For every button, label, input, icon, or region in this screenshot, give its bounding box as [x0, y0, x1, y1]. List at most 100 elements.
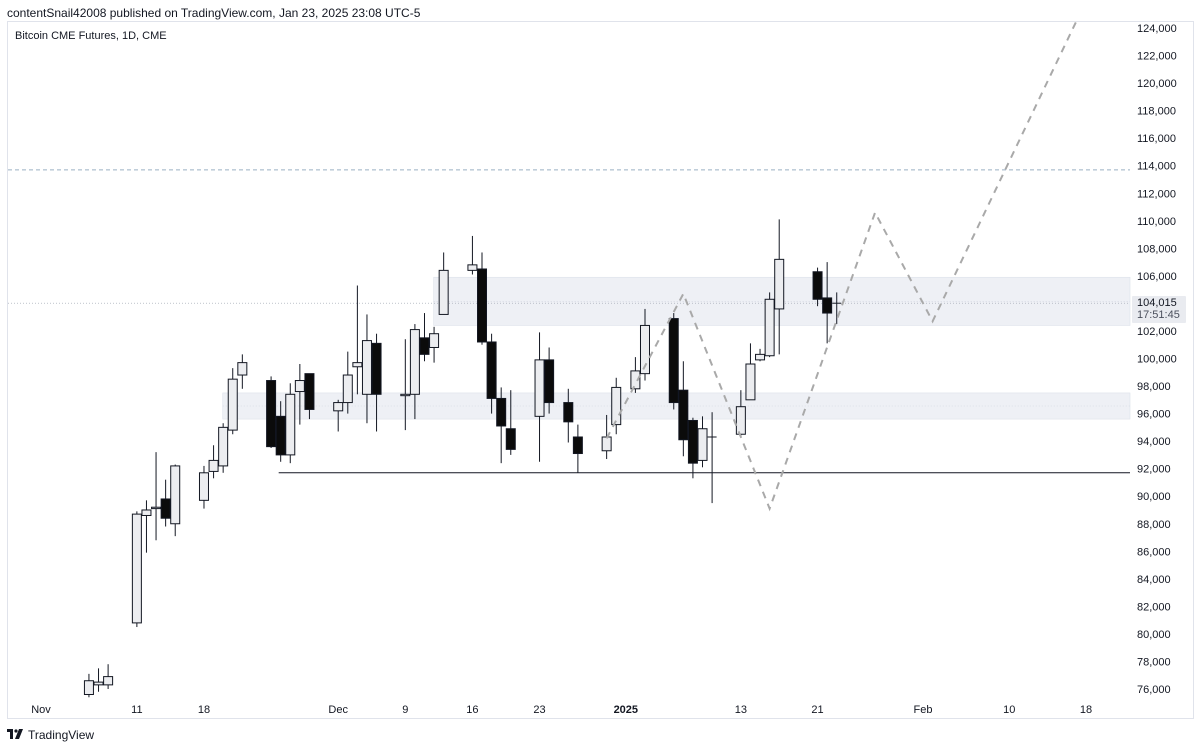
candle-body — [486, 341, 497, 399]
candle — [304, 373, 315, 420]
price-tick-label: 114,000 — [1137, 161, 1176, 173]
publisher-attribution: contentSnail42008 published on TradingVi… — [7, 6, 421, 20]
candle — [333, 399, 344, 432]
candle — [409, 324, 420, 420]
price-tick-label: 116,000 — [1137, 133, 1176, 145]
candle-body — [601, 436, 612, 452]
price-tick-label: 80,000 — [1137, 629, 1171, 641]
candle-body — [678, 389, 689, 441]
candle-body — [477, 268, 488, 343]
candle — [745, 343, 756, 401]
candle-body — [151, 506, 162, 510]
candle — [534, 332, 545, 462]
candle-body — [496, 397, 507, 427]
price-tick-label: 100,000 — [1137, 354, 1177, 366]
price-tick-label: 76,000 — [1137, 684, 1171, 696]
projection-layer — [605, 20, 1078, 512]
time-tick-label: 21 — [811, 704, 823, 716]
candle-body — [333, 402, 344, 412]
candle-body — [764, 298, 775, 357]
candle — [141, 500, 152, 553]
candle-body — [266, 380, 277, 448]
candle — [151, 452, 162, 541]
candle — [352, 285, 363, 395]
candle — [687, 417, 698, 479]
candle-body — [218, 426, 229, 467]
time-tick-label: 16 — [466, 704, 478, 716]
candle — [83, 673, 94, 698]
candle-body — [687, 419, 698, 464]
candle — [342, 351, 353, 414]
candle-body — [429, 333, 440, 348]
candle-body — [534, 359, 545, 417]
line-layer — [8, 169, 1130, 474]
candle — [160, 479, 171, 527]
candle-body — [285, 393, 296, 456]
price-tick-label: 96,000 — [1137, 409, 1171, 421]
candle — [678, 361, 689, 457]
candle-body — [544, 359, 555, 404]
candle-body — [438, 269, 449, 315]
time-tick-label: Nov — [31, 704, 51, 716]
candle — [505, 390, 516, 455]
time-tick-label: Dec — [328, 704, 348, 716]
candle-body — [371, 342, 382, 395]
candle — [544, 347, 555, 414]
candle — [630, 357, 641, 393]
candle-body — [639, 324, 650, 375]
footer-brand[interactable]: TradingView — [7, 728, 94, 742]
candle-body — [745, 363, 756, 401]
candle — [361, 314, 372, 424]
price-tick-label: 108,000 — [1137, 243, 1177, 255]
candle-body — [170, 465, 181, 525]
candle — [170, 464, 181, 537]
candle-body — [352, 362, 363, 368]
candle — [668, 313, 679, 410]
last-price-badge: 104,015 17:51:45 — [1132, 296, 1186, 323]
candles-layer — [83, 219, 842, 698]
price-tick-label: 94,000 — [1137, 436, 1171, 448]
candle — [707, 412, 717, 504]
candle-body — [93, 681, 104, 686]
price-tick-label: 118,000 — [1137, 106, 1176, 118]
candle-body — [419, 337, 430, 355]
price-tick-label: 112,000 — [1137, 188, 1176, 200]
candle-body — [467, 264, 478, 271]
candle — [496, 387, 507, 464]
symbol-title[interactable]: Bitcoin CME Futures, 1D, CME — [15, 30, 167, 42]
candle-body — [237, 362, 248, 376]
candle-body — [400, 393, 411, 397]
candle — [755, 348, 766, 362]
time-axis: Nov 11 18 Dec 9 16 23 2025 13 21 Feb 10 18 — [31, 704, 1092, 716]
candle-body — [505, 428, 516, 450]
candle — [429, 326, 440, 363]
candle — [103, 664, 114, 689]
time-tick-label: 18 — [1080, 704, 1092, 716]
candle — [563, 388, 574, 443]
candle-body — [822, 297, 833, 314]
candle-body — [755, 353, 766, 361]
candle-body — [131, 513, 142, 624]
time-tick-label: 18 — [198, 704, 210, 716]
candle — [438, 252, 449, 315]
candle-body — [409, 329, 420, 395]
candle — [218, 423, 229, 473]
candle-body — [563, 402, 574, 423]
candle-body — [83, 680, 94, 696]
chart-frame — [7, 21, 1194, 719]
candle — [467, 235, 478, 275]
candle — [611, 377, 622, 435]
time-tick-label: 23 — [533, 704, 545, 716]
price-axis: 76,000 78,000 80,000 82,000 84,000 86,000 88,0… — [1137, 23, 1177, 696]
candle — [832, 292, 842, 325]
candle — [400, 339, 411, 431]
bar-countdown: 17:51:45 — [1137, 309, 1180, 321]
candle — [198, 465, 209, 509]
price-tick-label: 98,000 — [1137, 381, 1171, 393]
candle — [131, 511, 142, 628]
candle-body — [227, 378, 238, 431]
time-tick-label: 9 — [402, 704, 408, 716]
candle-body — [630, 370, 641, 390]
candle — [294, 364, 305, 425]
